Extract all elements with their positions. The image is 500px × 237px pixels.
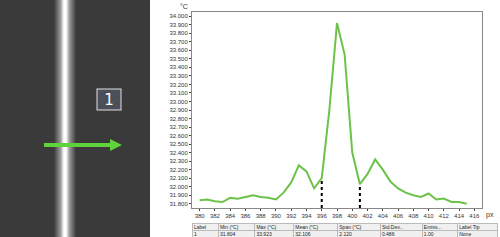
- html-text:1: 1: [194, 231, 197, 237]
- svg-text:414: 414: [454, 213, 465, 219]
- svg-text:402: 402: [363, 213, 374, 219]
- svg-text:33.300: 33.300: [169, 73, 188, 79]
- svg-text:33.400: 33.400: [169, 64, 188, 70]
- html-text:Span (°C): Span (°C): [339, 224, 362, 230]
- svg-text:31.800: 31.800: [169, 201, 188, 207]
- svg-text:408: 408: [408, 213, 419, 219]
- html-text:Max (°C): Max (°C): [256, 224, 277, 230]
- svg-text:px: px: [486, 211, 494, 219]
- html-text:31.804: 31.804: [220, 231, 236, 237]
- svg-text:32.300: 32.300: [169, 158, 188, 164]
- svg-text:1: 1: [104, 91, 114, 109]
- svg-text:°C: °C: [180, 3, 188, 10]
- svg-text:382: 382: [210, 213, 221, 219]
- svg-text:380: 380: [195, 213, 206, 219]
- html-text:Std.Dev...: Std.Dev...: [381, 224, 404, 230]
- svg-text:398: 398: [332, 213, 343, 219]
- svg-text:394: 394: [301, 213, 312, 219]
- svg-text:33.600: 33.600: [169, 47, 188, 53]
- svg-text:412: 412: [439, 213, 450, 219]
- svg-text:32.200: 32.200: [169, 167, 188, 173]
- svg-text:32.600: 32.600: [169, 133, 188, 139]
- svg-text:416: 416: [469, 213, 480, 219]
- svg-text:33.000: 33.000: [169, 99, 188, 105]
- svg-text:32.400: 32.400: [169, 150, 188, 156]
- svg-text:33.800: 33.800: [169, 30, 188, 36]
- html-text:32.106: 32.106: [295, 231, 311, 237]
- svg-text:32.700: 32.700: [169, 124, 188, 130]
- svg-text:34.000: 34.000: [169, 13, 188, 19]
- svg-text:400: 400: [347, 213, 358, 219]
- html-text:1.00: 1.00: [423, 231, 434, 237]
- html-text:Emiss...: Emiss...: [423, 224, 442, 230]
- svg-text:32.900: 32.900: [169, 107, 188, 113]
- svg-text:388: 388: [256, 213, 267, 219]
- html-text:33.923: 33.923: [256, 231, 272, 237]
- html-text:Label: Label: [194, 224, 207, 230]
- svg-text:33.500: 33.500: [169, 56, 188, 62]
- svg-text:384: 384: [225, 213, 236, 219]
- svg-text:32.800: 32.800: [169, 116, 188, 122]
- svg-text:32.100: 32.100: [169, 175, 188, 181]
- svg-text:33.200: 33.200: [169, 82, 188, 88]
- svg-text:396: 396: [317, 213, 328, 219]
- html-text:Min (°C): Min (°C): [220, 224, 239, 230]
- svg-text:404: 404: [378, 213, 389, 219]
- svg-text:33.900: 33.900: [169, 22, 188, 28]
- svg-text:406: 406: [393, 213, 404, 219]
- html-text:Label Tip: Label Tip: [459, 224, 480, 230]
- svg-text:33.700: 33.700: [169, 39, 188, 45]
- svg-text:31.900: 31.900: [169, 192, 188, 198]
- html-text:0.486: 0.486: [381, 231, 395, 237]
- svg-text:390: 390: [271, 213, 282, 219]
- svg-text:32.000: 32.000: [169, 184, 188, 190]
- html-text:None: None: [459, 231, 472, 237]
- svg-text:386: 386: [240, 213, 251, 219]
- svg-text:33.100: 33.100: [169, 90, 188, 96]
- html-text:2.120: 2.120: [339, 231, 352, 237]
- svg-text:32.500: 32.500: [169, 141, 188, 147]
- svg-text:392: 392: [286, 213, 297, 219]
- html-text:Mean (°C): Mean (°C): [295, 224, 319, 230]
- svg-text:410: 410: [424, 213, 435, 219]
